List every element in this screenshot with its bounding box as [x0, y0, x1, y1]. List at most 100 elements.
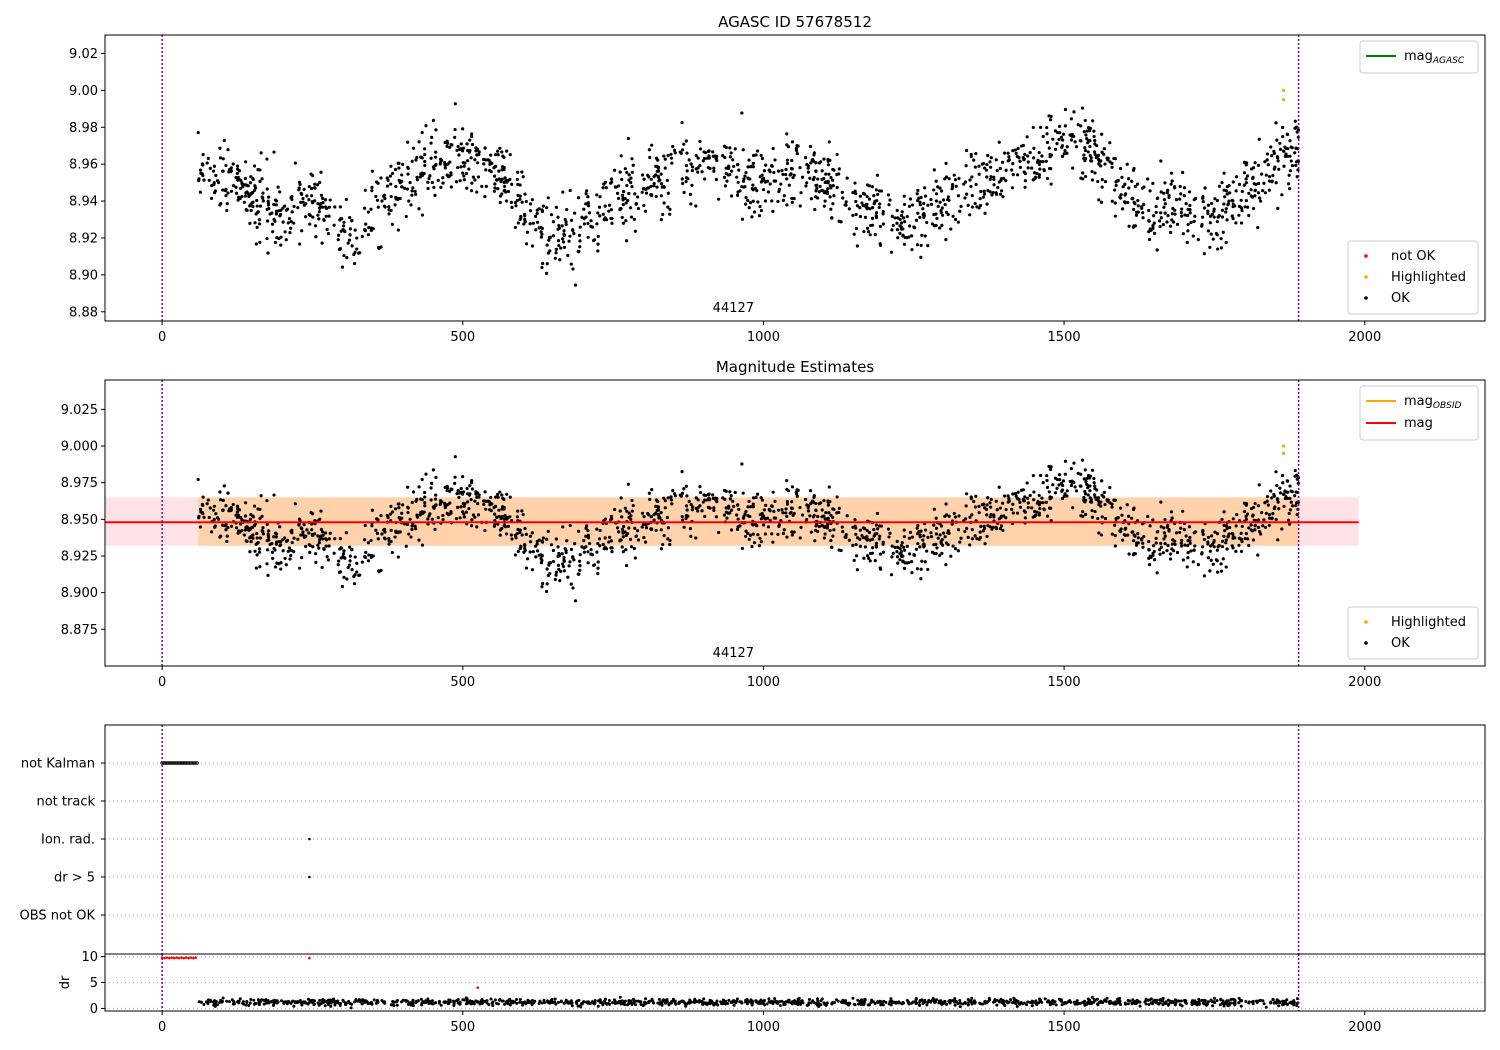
data-point [1147, 547, 1151, 552]
data-point [1281, 149, 1286, 153]
data-point [313, 182, 317, 186]
data-point [602, 547, 606, 551]
data-point [1090, 468, 1095, 472]
data-point [1159, 159, 1163, 163]
data-point [1041, 501, 1045, 505]
data-point [551, 559, 556, 564]
data-point [1113, 214, 1117, 218]
data-point [1090, 995, 1094, 999]
data-point [415, 155, 419, 160]
data-point [919, 567, 923, 571]
data-point [1047, 490, 1051, 494]
data-point [1251, 176, 1255, 181]
data-point [875, 173, 880, 177]
data-point [1286, 490, 1290, 494]
data-point [727, 505, 731, 509]
data-point [1156, 196, 1160, 200]
data-point [1169, 182, 1173, 186]
data-point [1220, 1001, 1224, 1005]
data-point [348, 227, 352, 231]
data-point [1263, 501, 1267, 505]
data-point [893, 216, 897, 220]
data-point [1092, 134, 1096, 139]
data-point [747, 499, 751, 504]
data-point [813, 539, 817, 543]
data-point [623, 1000, 627, 1004]
data-point [1050, 999, 1054, 1003]
data-point [362, 206, 367, 210]
data-point [1045, 473, 1049, 478]
data-point [1163, 534, 1167, 538]
data-point [630, 509, 634, 513]
data-point [1097, 198, 1101, 202]
data-point [969, 184, 973, 189]
data-point [756, 200, 760, 204]
data-point [294, 1000, 298, 1004]
data-point [765, 179, 770, 183]
data-point [1114, 180, 1118, 184]
data-point [218, 490, 222, 494]
data-point [932, 507, 936, 511]
data-point [814, 1001, 818, 1005]
data-point [808, 514, 812, 518]
data-point [777, 523, 782, 527]
data-point [1208, 549, 1212, 553]
data-point [252, 504, 257, 508]
data-point [244, 160, 248, 164]
data-point [1031, 125, 1035, 130]
data-point [266, 529, 271, 533]
data-point [1086, 141, 1090, 145]
data-point [751, 183, 755, 187]
data-point [973, 1001, 977, 1005]
data-point [1282, 1001, 1286, 1005]
data-point [375, 999, 379, 1003]
data-point [1247, 191, 1251, 195]
data-point [431, 468, 436, 472]
data-point [941, 213, 945, 217]
data-point [308, 998, 312, 1002]
data-point [714, 515, 719, 519]
data-point [255, 204, 259, 208]
data-point [918, 202, 922, 207]
data-point [621, 550, 626, 554]
data-point [1265, 494, 1270, 499]
data-point [249, 513, 253, 517]
data-point [1076, 471, 1080, 475]
data-point [624, 563, 629, 568]
data-point [587, 541, 592, 546]
data-point [646, 511, 650, 516]
data-point [1147, 208, 1151, 213]
data-point [251, 204, 255, 209]
data-point [1288, 139, 1292, 143]
data-point [809, 530, 813, 534]
data-point [1002, 494, 1007, 498]
data-point [226, 191, 230, 195]
data-point [776, 532, 780, 536]
data-point [528, 202, 533, 206]
data-point [994, 158, 998, 162]
data-point [561, 525, 565, 529]
data-point [453, 481, 457, 485]
data-point [908, 224, 912, 228]
data-point [1093, 142, 1097, 146]
data-point [201, 173, 205, 178]
data-point [387, 539, 391, 543]
data-point [958, 1005, 962, 1009]
data-point [242, 533, 246, 537]
data-point [776, 1001, 780, 1005]
data-point [1110, 199, 1114, 203]
data-point [862, 1002, 866, 1006]
data-point [1123, 1001, 1127, 1005]
data-point [827, 485, 831, 489]
data-point [858, 194, 863, 198]
data-point [621, 196, 625, 200]
data-point [218, 498, 223, 502]
data-point [392, 1004, 396, 1008]
data-point [713, 154, 717, 158]
data-point [202, 178, 206, 182]
data-point [876, 527, 880, 531]
data-point [1120, 175, 1124, 179]
data-point [1081, 171, 1085, 175]
data-point [649, 515, 653, 519]
data-point [545, 582, 549, 586]
